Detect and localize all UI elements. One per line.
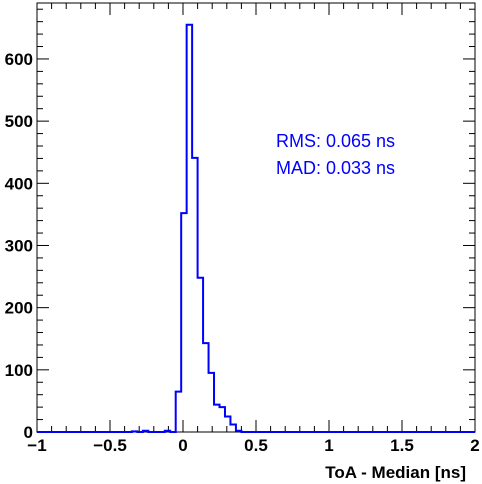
x-tick-label: 0.5: [244, 436, 268, 455]
rms-annotation: RMS: 0.065 ns: [276, 131, 395, 151]
x-tick-label: 1.5: [390, 436, 414, 455]
x-tick-label: −0.5: [93, 436, 127, 455]
y-tick-label: 100: [5, 361, 33, 380]
x-tick-label: −1: [27, 436, 46, 455]
histogram-series: [37, 23, 475, 433]
y-tick-labels: 0 100 200 300 400 500 600: [5, 50, 33, 442]
y-tick-label: 200: [5, 299, 33, 318]
axis-ticks: [36, 3, 476, 433]
plot-frame: [36, 2, 476, 433]
x-axis-title: ToA - Median [ns]: [325, 463, 466, 482]
y-tick-label: 0: [24, 423, 33, 442]
x-tick-label: 0: [178, 436, 187, 455]
mad-annotation: MAD: 0.033 ns: [276, 158, 395, 178]
y-tick-label: 600: [5, 50, 33, 69]
y-tick-label: 500: [5, 112, 33, 131]
y-tick-label: 400: [5, 174, 33, 193]
y-tick-label: 300: [5, 236, 33, 255]
x-tick-labels: −1 −0.5 0 0.5 1 1.5 2: [27, 436, 479, 455]
x-tick-label: 1: [324, 436, 333, 455]
x-tick-label: 2: [470, 436, 479, 455]
